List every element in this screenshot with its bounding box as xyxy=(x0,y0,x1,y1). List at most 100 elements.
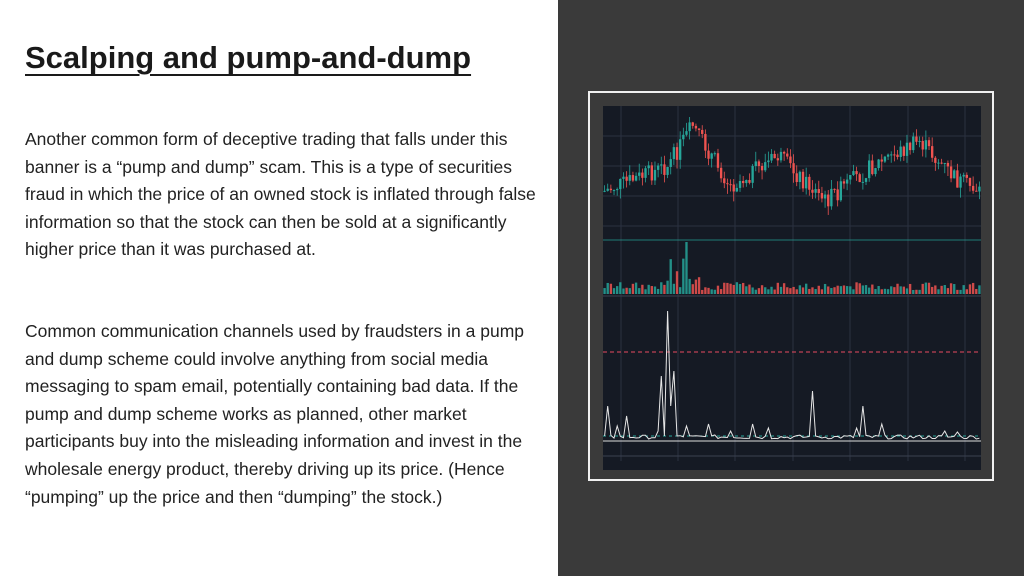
candle-body xyxy=(956,170,959,188)
candle-body xyxy=(789,156,792,164)
volume-bar xyxy=(940,285,943,294)
volume-bar xyxy=(729,283,732,294)
candle-body xyxy=(971,185,975,191)
volume-bar xyxy=(764,287,767,294)
candle-body xyxy=(628,175,631,181)
candle-body xyxy=(606,188,609,191)
volume-bar xyxy=(890,286,893,294)
candle-body xyxy=(619,178,622,190)
candle-body xyxy=(931,146,934,158)
candle-body xyxy=(742,180,745,184)
candle-body xyxy=(908,142,912,151)
candle-body xyxy=(912,136,915,151)
candle-body xyxy=(871,160,874,175)
volume-bar xyxy=(754,289,757,294)
candle-body xyxy=(899,146,902,157)
candle-body xyxy=(729,184,732,186)
volume-bar xyxy=(896,283,899,294)
candle-body xyxy=(767,160,770,163)
candle-body xyxy=(858,174,861,183)
volume-bar xyxy=(723,282,726,294)
volume-bar xyxy=(924,282,928,294)
candle-body xyxy=(902,146,905,156)
volume-bar xyxy=(644,289,647,294)
candle-body xyxy=(631,175,635,181)
volume-bar xyxy=(798,285,802,294)
volume-bar xyxy=(691,284,694,294)
volume-bar xyxy=(732,284,735,294)
paragraph-1: Another common form of deceptive trading… xyxy=(25,129,536,260)
paragraph-2: Common communication channels used by fr… xyxy=(25,321,524,507)
volume-bar xyxy=(883,288,887,294)
candle-body xyxy=(669,159,672,167)
candle-body xyxy=(830,188,833,207)
volume-bar xyxy=(959,289,962,294)
volume-bar xyxy=(748,284,751,294)
candle-body xyxy=(770,153,773,161)
volume-bar xyxy=(742,282,745,294)
candle-body xyxy=(890,154,893,156)
volume-bar xyxy=(861,285,865,294)
volume-bar xyxy=(625,287,628,294)
volume-bar xyxy=(937,289,940,294)
volume-bar xyxy=(776,282,779,294)
volume-bar xyxy=(823,283,827,294)
slide-title: Scalping and pump-and-dump xyxy=(25,40,472,75)
volume-bar xyxy=(971,282,975,294)
candle-body xyxy=(694,125,698,129)
volume-bar xyxy=(953,284,956,294)
candle-body xyxy=(959,176,962,188)
volume-bar xyxy=(757,288,761,294)
volume-bar xyxy=(805,283,808,294)
volume-bar xyxy=(931,286,934,294)
candle-body xyxy=(861,181,865,183)
candle-body xyxy=(946,162,950,167)
volume-bar xyxy=(852,289,855,294)
candle-body xyxy=(751,166,754,183)
candle-body xyxy=(663,164,666,175)
candle-body xyxy=(603,190,606,192)
candle-body xyxy=(877,159,880,169)
candle-body xyxy=(883,156,887,162)
candle-body xyxy=(622,176,625,179)
candle-body xyxy=(786,153,789,157)
volume-bar xyxy=(978,285,981,294)
candle-body xyxy=(650,165,653,181)
volume-bar xyxy=(836,285,839,294)
candle-body xyxy=(927,140,931,147)
volume-bar xyxy=(647,284,650,294)
candle-body xyxy=(666,166,669,175)
volume-bar xyxy=(770,286,773,294)
candle-body xyxy=(710,153,713,159)
candle-body xyxy=(855,171,858,175)
volume-bar xyxy=(830,288,833,294)
volume-bar xyxy=(905,288,909,294)
candle-body xyxy=(735,187,739,192)
volume-bar xyxy=(697,277,701,294)
volume-bar xyxy=(849,286,852,294)
volume-bar xyxy=(619,282,622,294)
volume-bar xyxy=(688,278,691,294)
volume-bar xyxy=(782,283,786,294)
candle-body xyxy=(679,139,682,160)
candle-body xyxy=(723,178,726,184)
volume-bar xyxy=(842,285,846,294)
candle-body xyxy=(792,163,795,174)
candle-body xyxy=(726,183,729,185)
volume-bar xyxy=(789,288,792,294)
candle-body xyxy=(921,140,924,150)
candle-body xyxy=(827,194,830,207)
volume-bar xyxy=(893,287,896,294)
candle-body xyxy=(779,151,783,161)
candle-body xyxy=(849,175,852,180)
volume-bar xyxy=(855,282,858,294)
volume-bar xyxy=(641,284,644,294)
volume-bar xyxy=(726,282,729,294)
volume-bar xyxy=(921,283,924,294)
stock-chart-image xyxy=(603,106,981,470)
volume-bar xyxy=(820,289,824,294)
volume-bar xyxy=(918,289,921,294)
volume-bar xyxy=(808,288,811,294)
candle-body xyxy=(685,131,688,135)
